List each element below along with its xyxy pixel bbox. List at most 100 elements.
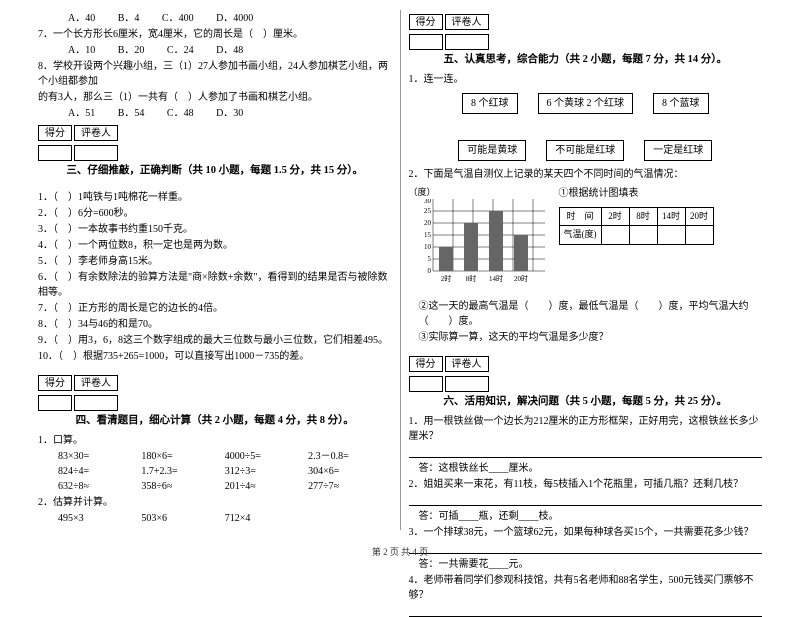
calc-2: 2．估算并计算。 — [38, 495, 392, 510]
score-block-6: 得分 评卷人 — [409, 356, 763, 372]
chart-svg: 05 1015 2025 30 2时8时 14时20时 — [409, 199, 549, 289]
calc-row-3: 632÷8≈ 358÷6≈ 201÷4≈ 277÷7≈ — [38, 479, 392, 494]
svg-text:30: 30 — [424, 199, 432, 205]
judge-6: 6．（ ）有余数除法的验算方法是"商×除数+余数"，看得到的结果是否与被除数相等… — [38, 270, 392, 300]
score-empty-5 — [409, 34, 763, 50]
td-cell[interactable] — [629, 226, 657, 245]
calc-d: 277÷7≈ — [308, 479, 391, 494]
temp-sub-3: ③实际算一算，这天的平均气温是多少度？ — [409, 330, 763, 345]
chart-wrap: （度） — [409, 186, 763, 295]
reviewer-label: 评卷人 — [74, 125, 118, 141]
answer-1: 答：这根铁丝长____厘米。 — [409, 461, 763, 476]
opt-c: C．48 — [167, 108, 194, 119]
td-cell[interactable] — [657, 226, 685, 245]
judge-7: 7．（ ）正方形的周长是它的边长的4倍。 — [38, 301, 392, 316]
opt-d: D．30 — [216, 108, 243, 119]
left-column: A．40 B．4 C．400 D．4000 7．一个长方形长6厘米，宽4厘米，它… — [30, 10, 401, 530]
th-14: 14时 — [657, 207, 685, 226]
question-7: 7．一个长方形长6厘米，宽4厘米，它的周长是（ ）厘米。 — [38, 27, 392, 42]
q8-options: A．51 B．54 C．48 D．30 — [38, 106, 392, 121]
reviewer-cell[interactable] — [74, 145, 118, 161]
svg-text:15: 15 — [424, 231, 432, 239]
score-cell[interactable] — [38, 145, 72, 161]
th-time: 时 间 — [559, 207, 601, 226]
score-cell[interactable] — [38, 395, 72, 411]
answer-line[interactable] — [409, 494, 763, 506]
q6-options: A．40 B．4 C．400 D．4000 — [38, 11, 392, 26]
y-axis-label: （度） — [409, 186, 549, 200]
box-maybe-yellow: 可能是黄球 — [458, 140, 526, 161]
box-cant-red: 不可能是红球 — [546, 140, 624, 161]
calc-b: 1.7+2.3= — [141, 464, 224, 479]
calc-row-2: 824÷4= 1.7+2.3= 312÷3= 304×6= — [38, 464, 392, 479]
th-2: 2时 — [601, 207, 629, 226]
question-8b: 的有3人，那么三（1）一共有（ ）人参加了书画和棋艺小组。 — [38, 90, 392, 105]
score-block-5: 得分 评卷人 — [409, 14, 763, 30]
score-empty-3 — [38, 145, 392, 161]
calc-row-4: 495×3 503×6 712×4 — [38, 511, 392, 526]
svg-text:25: 25 — [424, 207, 432, 215]
calc-b: 180×6= — [141, 449, 224, 464]
opt-a: A．51 — [68, 108, 95, 119]
opt-b: B．54 — [118, 108, 145, 119]
th-20: 20时 — [685, 207, 713, 226]
td-temp-label: 气温(度) — [559, 226, 601, 245]
calc-b: 358÷6≈ — [141, 479, 224, 494]
problem-1: 1．用一根铁丝做一个边长为212厘米的正方形框架，正好用完，这根铁丝长多少厘米？ — [409, 414, 763, 444]
answer-line[interactable] — [409, 446, 763, 458]
calc-row-1: 83×30= 180×6= 4000÷5= 2.3－0.8= — [38, 449, 392, 464]
opt-b: B．20 — [118, 45, 145, 56]
reviewer-cell[interactable] — [74, 395, 118, 411]
calc-1: 1．口算。 — [38, 433, 392, 448]
score-block-4: 得分 评卷人 — [38, 375, 392, 391]
table-row: 气温(度) — [559, 226, 713, 245]
judge-1: 1．（ ）1吨铁与1吨棉花一样重。 — [38, 190, 392, 205]
score-label: 得分 — [38, 375, 72, 391]
temp-q: 2．下面是气温自测仪上记录的某天四个不同时间的气温情况： — [409, 167, 763, 182]
table-row: 时 间 2时 8时 14时 20时 — [559, 207, 713, 226]
page-container: A．40 B．4 C．400 D．4000 7．一个长方形长6厘米，宽4厘米，它… — [30, 10, 770, 530]
box-8-red: 8 个红球 — [462, 93, 518, 114]
td-cell[interactable] — [685, 226, 713, 245]
section-3-title: 三、仔细推敲，正确判断（共 10 小题，每题 1.5 分，共 15 分）。 — [38, 163, 392, 179]
opt-c: C．400 — [162, 13, 194, 24]
calc-a: 632÷8≈ — [58, 479, 141, 494]
problem-4: 4．老师带着同学们参观科技馆，共有5名老师和88名学生，500元钱买门票够不够？ — [409, 573, 763, 603]
judge-2: 2．（ ）6分=600秒。 — [38, 206, 392, 221]
question-8a: 8．学校开设两个兴趣小组，三（1）27人参加书画小组，24人参加棋艺小组，两个小… — [38, 59, 392, 89]
score-empty-6 — [409, 376, 763, 392]
fill-table: 时 间 2时 8时 14时 20时 气温(度) — [559, 207, 714, 245]
th-8: 8时 — [629, 207, 657, 226]
calc-c: 712×4 — [225, 511, 308, 526]
opt-d: D．4000 — [216, 13, 253, 24]
box-row-1: 8 个红球 6 个黄球 2 个红球 8 个蓝球 — [409, 93, 763, 114]
calc-d: 2.3－0.8= — [308, 449, 391, 464]
reviewer-cell[interactable] — [445, 34, 489, 50]
judge-10: 10．（ ）根据735+265=1000，可以直接写出1000－735的差。 — [38, 349, 392, 364]
score-label: 得分 — [409, 14, 443, 30]
score-cell[interactable] — [409, 34, 443, 50]
calc-c: 312÷3= — [225, 464, 308, 479]
calc-a: 495×3 — [58, 511, 141, 526]
reviewer-label: 评卷人 — [445, 356, 489, 372]
score-block-3: 得分 评卷人 — [38, 125, 392, 141]
score-label: 得分 — [409, 356, 443, 372]
section-5-title: 五、认真思考，综合能力（共 2 小题，每题 7 分，共 14 分）。 — [409, 52, 763, 68]
temp-sub-2: ②这一天的最高气温是（ ）度，最低气温是（ ）度，平均气温大约（ ）度。 — [409, 299, 763, 329]
box-must-red: 一定是红球 — [644, 140, 712, 161]
reviewer-label: 评卷人 — [445, 14, 489, 30]
calc-c: 201÷4≈ — [225, 479, 308, 494]
reviewer-cell[interactable] — [445, 376, 489, 392]
bar-chart: （度） — [409, 186, 549, 295]
problem-3: 3．一个排球38元，一个篮球62元，如果每种球各买15个，一共需要花多少钱？ — [409, 525, 763, 540]
calc-b: 503×6 — [141, 511, 224, 526]
judge-8: 8．（ ）34与46的和是70。 — [38, 317, 392, 332]
opt-c: C．24 — [167, 45, 194, 56]
answer-line[interactable] — [409, 605, 763, 617]
svg-text:8时: 8时 — [465, 274, 476, 283]
score-label: 得分 — [38, 125, 72, 141]
opt-b: B．4 — [118, 13, 140, 24]
td-cell[interactable] — [601, 226, 629, 245]
opt-a: A．10 — [68, 45, 95, 56]
score-cell[interactable] — [409, 376, 443, 392]
